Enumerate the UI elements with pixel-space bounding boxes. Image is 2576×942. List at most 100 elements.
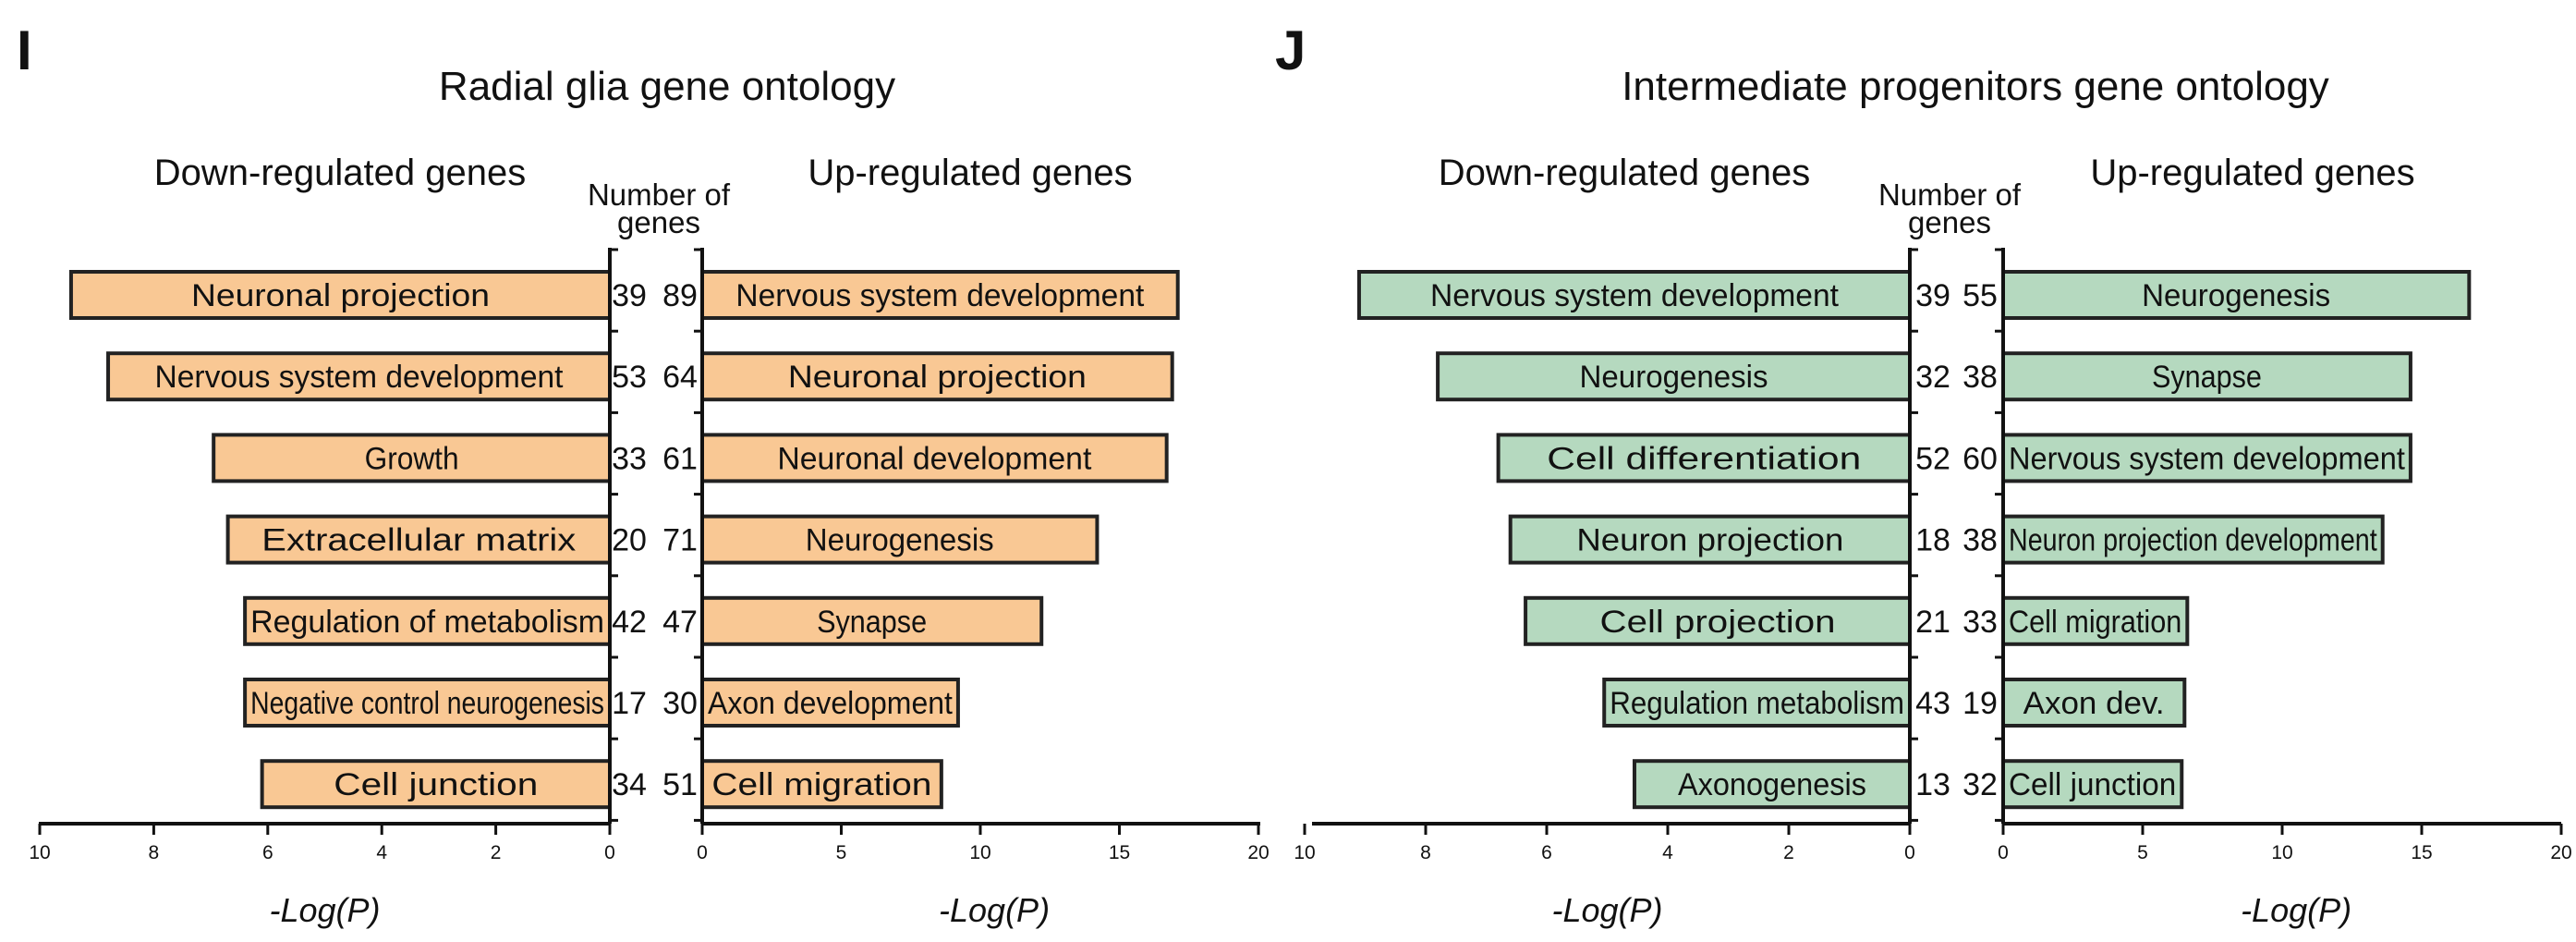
panel-j-down-x-tick-label: 6 <box>1541 842 1552 863</box>
panel-j-count-header: Number of genes <box>1878 177 2022 239</box>
panel-j-up-bar <box>2001 759 2184 810</box>
panel-i-up-count: 61 <box>662 441 698 476</box>
panel-i-up-count: 71 <box>662 523 698 558</box>
panel-j-down-x-tick-label: 2 <box>1783 842 1794 863</box>
panel-j-down-x-tick-label: 4 <box>1662 842 1673 863</box>
panel-j-down-count: 21 <box>1915 605 1950 640</box>
panel-i-title: Radial glia gene ontology <box>439 64 895 109</box>
panel-i-down-x-tick-label: 2 <box>491 842 502 863</box>
panel-j-up-count: 60 <box>1962 441 1998 476</box>
panel-i-down-x-label: -Log(P) <box>269 891 380 929</box>
panel-j-up-bar <box>2001 351 2412 402</box>
panel-i-up-bar-label: Nervous system development <box>735 278 1145 313</box>
panel-i-up-x-tick-label: 10 <box>969 842 990 863</box>
panel-i-down-x-tick-label: 4 <box>376 842 387 863</box>
panel-j-down-bar-label: Neurogenesis <box>1580 360 1768 395</box>
panel-i-up-count: 51 <box>662 767 698 802</box>
panel-i-up-bar-label: Neurogenesis <box>806 523 994 558</box>
panel-j-up-title: Up-regulated genes <box>2090 153 2414 193</box>
panel-i-up-bar-label: Axon development <box>708 686 953 721</box>
panel-i-letter: I <box>17 19 32 81</box>
panel-j-up-bar <box>2001 270 2472 320</box>
panel-j-up-x-tick-label: 15 <box>2411 842 2432 863</box>
panel-i-down-x-tick-label: 0 <box>604 842 615 863</box>
panel-j-title: Intermediate progenitors gene ontology <box>1622 64 2329 109</box>
panel-i-up-count: 30 <box>662 686 698 721</box>
panel-i-up-bar-label: Neuronal projection <box>788 360 1087 395</box>
panel-j-up-count: 55 <box>1962 278 1998 313</box>
panel-i-up-x-tick-label: 15 <box>1109 842 1130 863</box>
panel-i-down-x-tick-label: 6 <box>262 842 273 863</box>
panel-j-up-bar-label: Nervous system development <box>2009 441 2405 476</box>
panel-i-up-bar-label: Neuronal development <box>777 441 1092 476</box>
panel-j-up-bar <box>2001 514 2385 565</box>
panel-j-up-count: 32 <box>1962 767 1998 802</box>
panel-j-down-count: 32 <box>1915 360 1950 395</box>
panel-i-down-count: 39 <box>612 278 647 313</box>
panel-j-down-count: 18 <box>1915 523 1950 558</box>
panel-j-up-count: 33 <box>1962 605 1998 640</box>
panel-i-down-bar <box>243 595 612 646</box>
panel-i-down-bar <box>212 433 612 483</box>
panel-i-down-bar <box>260 759 612 810</box>
panel-i-up-bar <box>700 514 1100 565</box>
panel-i-up-bar-label: Cell migration <box>711 767 931 802</box>
panel-i-up-bar <box>700 595 1044 646</box>
panel-j-up-count: 19 <box>1962 686 1998 721</box>
panel-i-down-bar <box>106 351 613 402</box>
panel-j-up-x-tick-label: 20 <box>2550 842 2571 863</box>
panel-j-down-bar-label: Cell projection <box>1600 605 1836 640</box>
panel-i-down-bar-label: Cell junction <box>334 767 538 802</box>
panel-j-down-count: 13 <box>1915 767 1950 802</box>
panel-j-up-count: 38 <box>1962 523 1998 558</box>
panel-j-up-bar-label: Neuron projection development <box>2009 523 2377 558</box>
panel-i-down-count: 17 <box>612 686 647 721</box>
panel-j-up-x-label: -Log(P) <box>2241 891 2351 929</box>
panel-j-down-bar <box>1496 433 1912 483</box>
panel-j-up-x-tick-label: 10 <box>2271 842 2292 863</box>
panel-j-down-x-tick-label: 8 <box>1420 842 1431 863</box>
panel-i-up-x-label: -Log(P) <box>939 891 1050 929</box>
panel-i-down-bar-label: Extracellular matrix <box>261 523 576 558</box>
panel-j-down-bar <box>1602 678 1912 728</box>
panel-j-down-bar-label: Neuron projection <box>1576 523 1843 558</box>
panel-i-up-count: 47 <box>662 605 698 640</box>
panel-i-down-count: 42 <box>612 605 647 640</box>
panel-j-up-bar-label: Cell junction <box>2009 767 2176 802</box>
panel-j-up-bar <box>2001 678 2187 728</box>
panel-j-up-x-tick-label: 0 <box>1998 842 2009 863</box>
panel-j-up-bar <box>2001 433 2412 483</box>
panel-i-down-bar-label: Negative control neurogenesis <box>250 686 604 721</box>
panel-i-down-x-tick-label: 8 <box>149 842 160 863</box>
panel-i-down-title: Down-regulated genes <box>154 153 526 193</box>
panel-j-letter: J <box>1275 19 1306 81</box>
panel-j-down-bar <box>1356 270 1912 320</box>
panel-j-up-bar-label: Cell migration <box>2009 605 2181 640</box>
panel-j-up-bar-label: Neurogenesis <box>2142 278 2330 313</box>
panel-i-count-header: Number of genes <box>588 177 731 239</box>
panel-i-down-count: 20 <box>612 523 647 558</box>
panel-j-down-title: Down-regulated genes <box>1439 153 1810 193</box>
panel-j-down-bar-label: Regulation metabolism <box>1610 686 1904 721</box>
panel-j-down-count: 43 <box>1915 686 1950 721</box>
panel-i-up-count: 89 <box>662 278 698 313</box>
panel-i-down-count: 33 <box>612 441 647 476</box>
panel-j-down-bar <box>1436 351 1912 402</box>
panel-j-down-bar-label: Nervous system development <box>1430 278 1840 313</box>
panel-i-up-x-tick-label: 5 <box>836 842 847 863</box>
panel-j-down-count: 52 <box>1915 441 1950 476</box>
panel-i-down-count: 53 <box>612 360 647 395</box>
panel-j-down-x-label: -Log(P) <box>1551 891 1662 929</box>
panel-j-up-bar-label: Axon dev. <box>2023 686 2165 721</box>
panel-j-up-x-tick-label: 5 <box>2137 842 2148 863</box>
panel-i-down-bar-label: Growth <box>365 441 459 476</box>
panel-i-up-x-tick-label: 0 <box>697 842 708 863</box>
panel-i-up-x-tick-label: 20 <box>1247 842 1269 863</box>
panel-j-down-x-tick-label: 0 <box>1904 842 1915 863</box>
panel-i-up-bar-label: Synapse <box>817 605 927 640</box>
panel-j-down-x-tick-label: 10 <box>1294 842 1315 863</box>
panel-j-up-bar-label: Synapse <box>2152 360 2262 395</box>
panel-j-down-bar-label: Cell differentiation <box>1547 441 1861 476</box>
panel-j-down-count: 39 <box>1915 278 1950 313</box>
